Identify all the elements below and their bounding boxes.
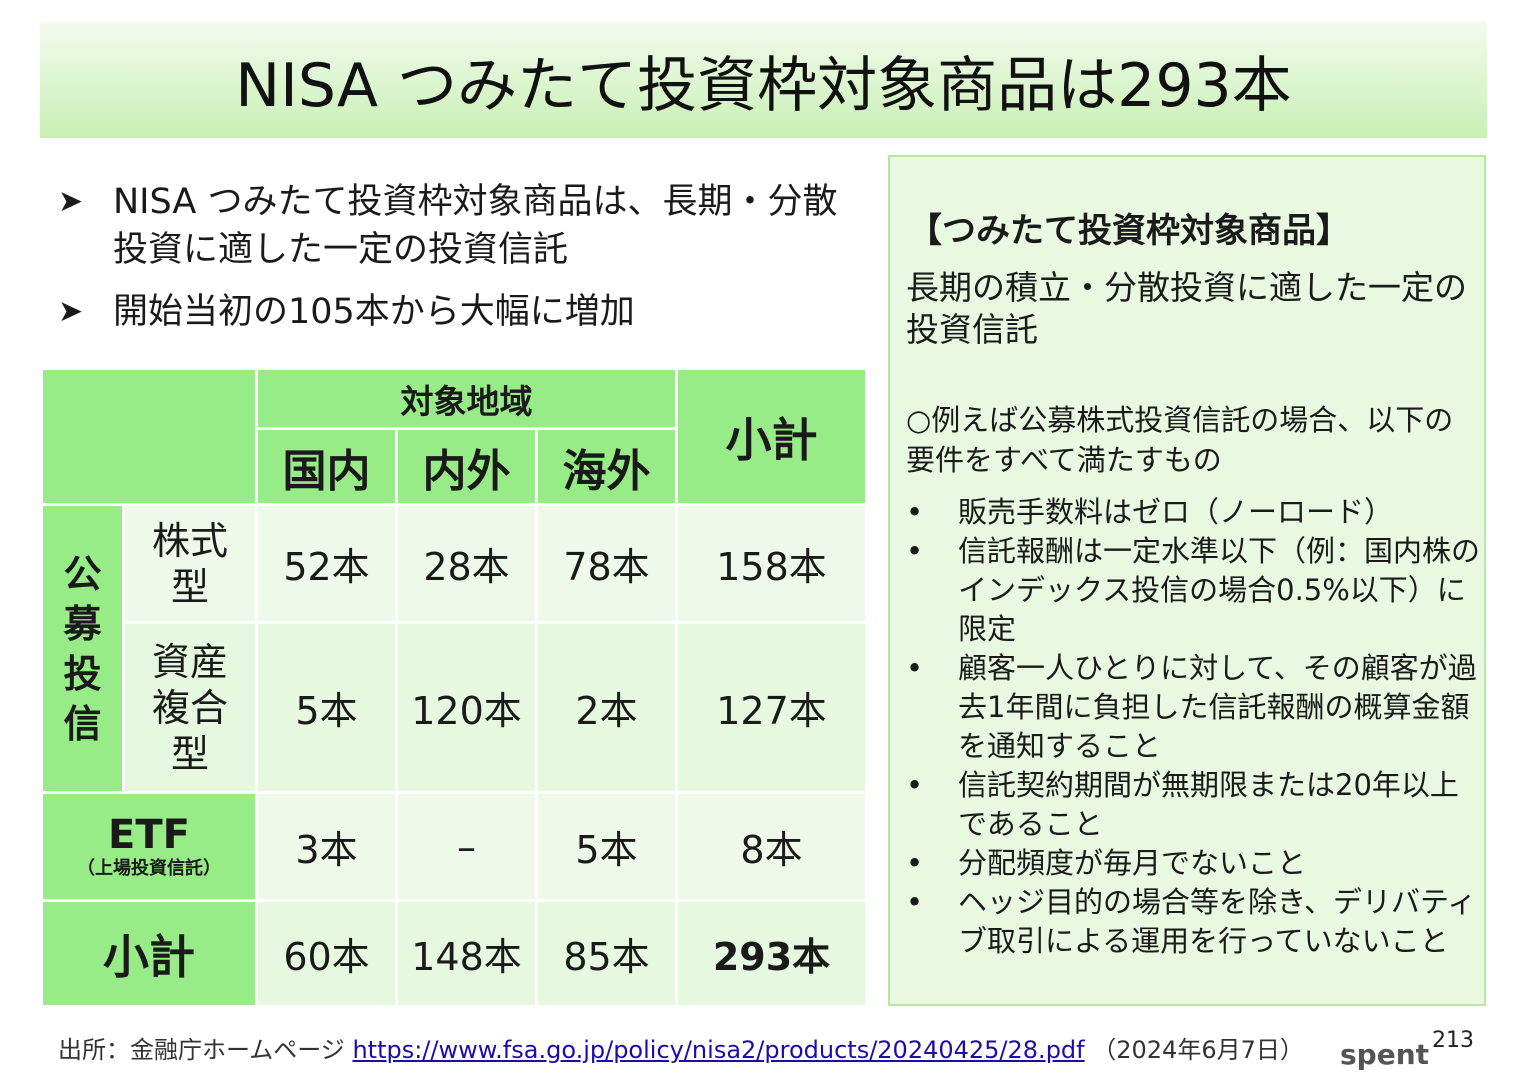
row-label-line: 資産 [151, 639, 228, 684]
bullet-dot-icon: • [906, 495, 924, 529]
region-header: 対象地域 [255, 367, 678, 430]
corner-cell [40, 367, 258, 506]
grand-total: 293本 [675, 899, 868, 1008]
page-number: 213 [1432, 1028, 1474, 1053]
equity-mixed: 28本 [395, 503, 538, 624]
requirement-text: ヘッジ目的の場合等を除き、デリバティブ取引による運用を行っていないこと [958, 885, 1477, 958]
row-label-balanced: 資産 複合 型 [122, 621, 258, 794]
list-item: • 信託報酬は一定水準以下（例：国内株のインデックス投信の場合0.5%以下）に限定 [900, 532, 1480, 649]
bullet-dot-icon: • [906, 846, 924, 880]
row-label-line: 複合 [151, 685, 228, 730]
row-label-equity: 株式 型 [122, 503, 258, 624]
etf-domestic: 3本 [255, 791, 398, 902]
page-title: NISA つみたて投資枠対象商品は293本 [235, 50, 1292, 121]
bullet-item: ➤ 開始当初の105本から大幅に増加 [58, 288, 858, 336]
requirement-text: 顧客一人ひとりに対して、その顧客が過去1年間に負担した信託報酬の概算金額を通知す… [958, 651, 1477, 763]
source-date: （2024年6月7日） [1092, 1036, 1304, 1064]
product-count-table: 対象地域 小計 国内 内外 海外 公 募 投 信 株式 型 52本 28本 78… [40, 367, 868, 1008]
source-prefix: 出所：金融庁ホームページ [58, 1036, 345, 1064]
row-label-line: 株式 [151, 518, 228, 563]
region-mixed: 内外 [395, 427, 538, 506]
list-item: • ヘッジ目的の場合等を除き、デリバティブ取引による運用を行っていないこと [900, 883, 1480, 961]
public-fund-char-1: 公 [63, 551, 102, 596]
etf-sublabel: （上場投資信託） [77, 857, 221, 879]
etf-overseas: 5本 [535, 791, 678, 902]
equity-overseas: 78本 [535, 503, 678, 624]
bullet-text: NISA つみたて投資枠対象商品は、長期・分散投資に適した一定の投資信託 [113, 182, 838, 270]
region-overseas: 海外 [535, 427, 678, 506]
list-item: • 販売手数料はゼロ（ノーロード） [900, 493, 1480, 532]
requirements-panel: 【つみたて投資枠対象商品】 長期の積立・分散投資に適した一定の投資信託 ○例えば… [888, 155, 1486, 1006]
bullet-dot-icon: • [906, 768, 924, 802]
row-label-total: 小計 [40, 899, 258, 1008]
equity-domestic: 52本 [255, 503, 398, 624]
public-fund-char-3: 投 [63, 651, 102, 696]
source-footer: 出所：金融庁ホームページ https://www.fsa.go.jp/polic… [58, 1030, 1304, 1065]
bullet-dot-icon: • [906, 651, 924, 685]
row-label-line: 型 [170, 564, 209, 609]
requirements-list: • 販売手数料はゼロ（ノーロード） • 信託報酬は一定水準以下（例：国内株のインデッ… [900, 493, 1480, 961]
panel-heading: 【つみたて投資枠対象商品】 [908, 211, 1350, 251]
public-fund-char-2: 募 [63, 601, 102, 646]
list-item: • 分配頻度が毎月でないこと [900, 844, 1480, 883]
etf-mixed: – [395, 791, 538, 902]
etf-subtotal: 8本 [675, 791, 868, 902]
bullet-dot-icon: • [906, 885, 924, 919]
row-label-etf: ETF （上場投資信託） [40, 791, 258, 902]
balanced-overseas: 2本 [535, 621, 678, 794]
title-bar: NISA つみたて投資枠対象商品は293本 [40, 22, 1487, 138]
balanced-mixed: 120本 [395, 621, 538, 794]
list-item: • 信託契約期間が無期限または20年以上であること [900, 766, 1480, 844]
etf-label: ETF [108, 811, 190, 858]
requirement-text: 販売手数料はゼロ（ノーロード） [958, 495, 1394, 529]
total-mixed: 148本 [395, 899, 538, 1008]
panel-description: 長期の積立・分散投資に適した一定の投資信託 [906, 268, 1467, 349]
bullet-text: 開始当初の105本から大幅に増加 [113, 292, 635, 332]
equity-subtotal: 158本 [675, 503, 868, 624]
requirement-text: 分配頻度が毎月でないこと [958, 846, 1307, 880]
source-link[interactable]: https://www.fsa.go.jp/policy/nisa2/produ… [352, 1036, 1085, 1064]
total-domestic: 60本 [255, 899, 398, 1008]
row-label-line: 型 [170, 731, 209, 776]
balanced-subtotal: 127本 [675, 621, 868, 794]
balanced-domestic: 5本 [255, 621, 398, 794]
bullet-item: ➤ NISA つみたて投資枠対象商品は、長期・分散投資に適した一定の投資信託 [58, 178, 858, 274]
requirement-text: 信託契約期間が無期限または20年以上であること [958, 768, 1459, 841]
list-item: • 顧客一人ひとりに対して、その顧客が過去1年間に負担した信託報酬の概算金額を通知… [900, 649, 1480, 766]
brand-logo: spent [1340, 1038, 1430, 1071]
total-overseas: 85本 [535, 899, 678, 1008]
panel-intro: ○例えば公募株式投資信託の場合、以下の要件をすべて満たすもの [906, 403, 1454, 477]
requirement-text: 信託報酬は一定水準以下（例：国内株のインデックス投信の場合0.5%以下）に限定 [958, 534, 1481, 646]
arrowhead-bullet-icon: ➤ [58, 184, 84, 219]
bullet-list: ➤ NISA つみたて投資枠対象商品は、長期・分散投資に適した一定の投資信託 ➤… [58, 178, 858, 350]
public-fund-group-label: 公 募 投 信 [40, 503, 125, 794]
region-domestic: 国内 [255, 427, 398, 506]
bullet-dot-icon: • [906, 534, 924, 568]
public-fund-char-4: 信 [63, 701, 102, 746]
arrowhead-bullet-icon: ➤ [58, 294, 84, 329]
subtotal-header: 小計 [675, 367, 868, 506]
